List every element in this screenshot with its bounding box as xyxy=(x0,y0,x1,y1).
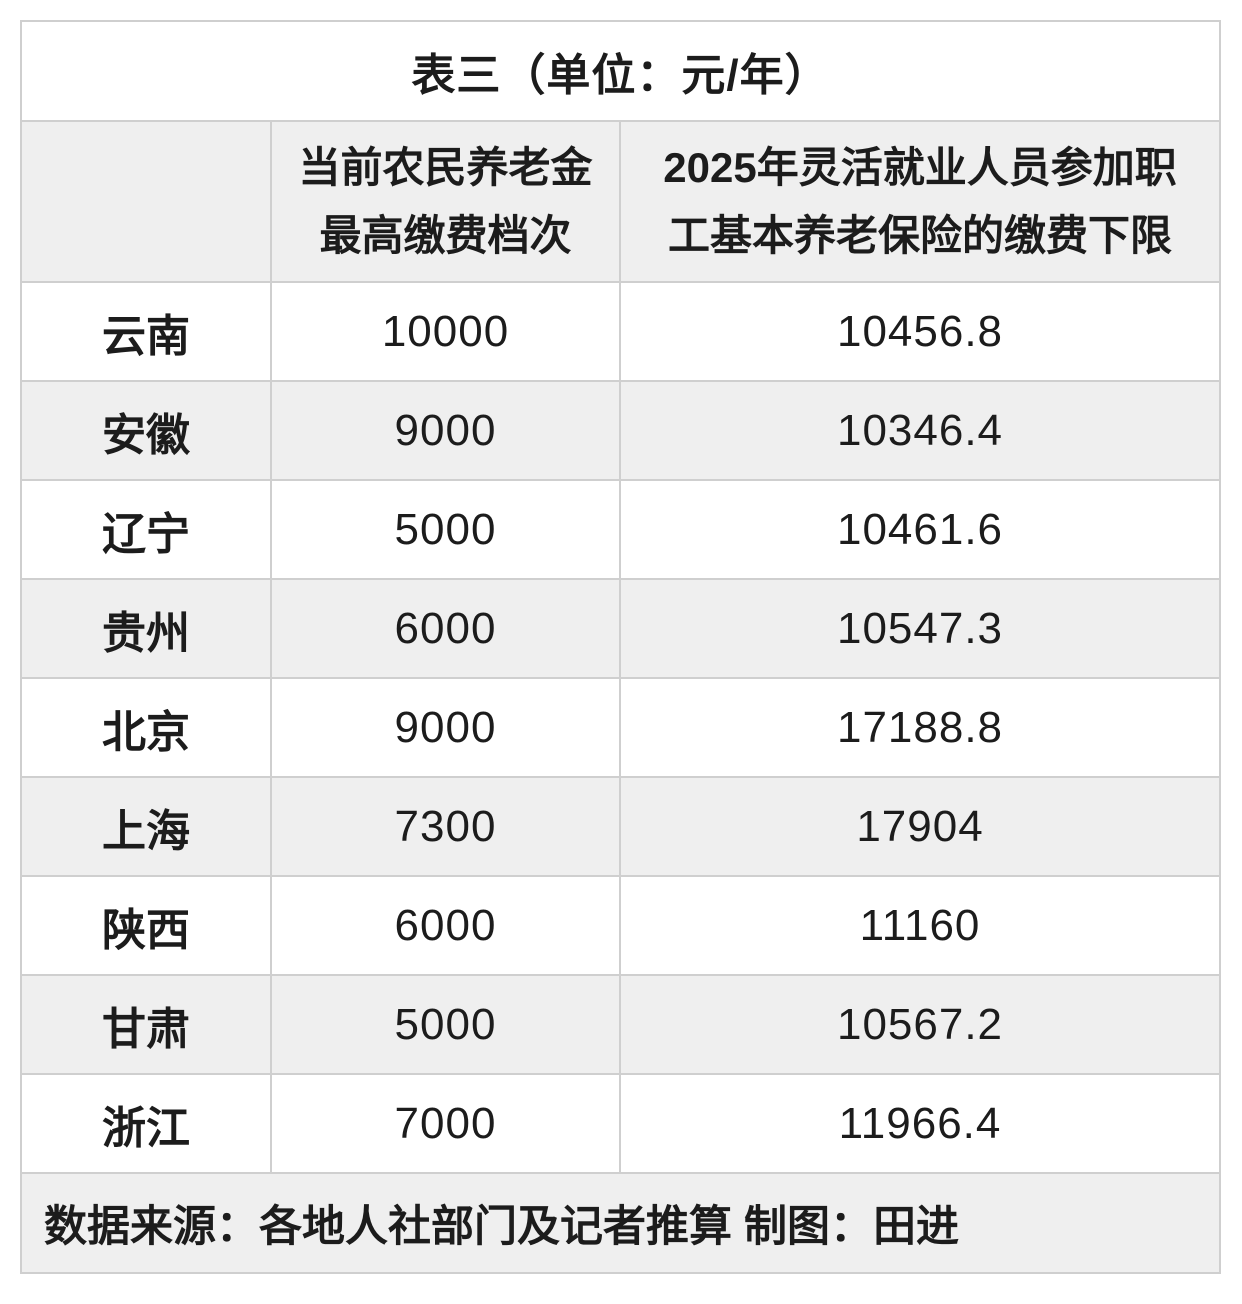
table-row: 甘肃 5000 10567.2 xyxy=(22,974,1219,1073)
header-tier-column: 当前农民养老金 最高缴费档次 xyxy=(272,122,621,281)
table-footer-row: 数据来源：各地人社部门及记者推算 制图：田进 xyxy=(22,1172,1219,1272)
table-title: 表三（单位：元/年） xyxy=(411,51,830,100)
source-note: 数据来源：各地人社部门及记者推算 制图：田进 xyxy=(44,1203,959,1251)
province-cell: 云南 xyxy=(22,283,272,380)
table-header-row: 当前农民养老金 最高缴费档次 2025年灵活就业人员参加职 工基本养老保险的缴费… xyxy=(22,120,1219,281)
pension-table: 表三（单位：元/年） 当前农民养老金 最高缴费档次 2025年灵活就业人员参加职… xyxy=(20,20,1221,1274)
table-title-row: 表三（单位：元/年） xyxy=(22,22,1219,120)
tier-cell: 10000 xyxy=(272,283,621,380)
tier-cell: 6000 xyxy=(272,877,621,974)
limit-cell: 11966.4 xyxy=(838,1098,1002,1148)
province-cell: 安徽 xyxy=(22,382,272,479)
province-cell: 甘肃 xyxy=(22,976,272,1073)
tier-cell: 7300 xyxy=(272,778,621,875)
limit-cell: 10547.3 xyxy=(836,603,1004,653)
tier-cell: 9000 xyxy=(272,679,621,776)
limit-cell: 10346.4 xyxy=(836,405,1004,455)
table-row: 辽宁 5000 10461.6 xyxy=(22,479,1219,578)
province-cell: 陕西 xyxy=(22,877,272,974)
province-cell: 贵州 xyxy=(22,580,272,677)
province-cell: 辽宁 xyxy=(22,481,272,578)
province-cell: 北京 xyxy=(22,679,272,776)
table-row: 贵州 6000 10547.3 xyxy=(22,578,1219,677)
tier-cell: 5000 xyxy=(272,976,621,1073)
limit-cell: 10461.6 xyxy=(836,504,1004,554)
table-row: 安徽 9000 10346.4 xyxy=(22,380,1219,479)
tier-cell: 6000 xyxy=(272,580,621,677)
limit-cell: 11160 xyxy=(859,900,981,950)
limit-cell: 17188.8 xyxy=(836,702,1004,752)
tier-cell: 5000 xyxy=(272,481,621,578)
table-row: 浙江 7000 11966.4 xyxy=(22,1073,1219,1172)
tier-cell: 9000 xyxy=(272,382,621,479)
province-cell: 浙江 xyxy=(22,1075,272,1172)
table-row: 云南 10000 10456.8 xyxy=(22,281,1219,380)
limit-cell: 10567.2 xyxy=(836,999,1004,1049)
table-row: 上海 7300 17904 xyxy=(22,776,1219,875)
header-limit-column: 2025年灵活就业人员参加职 工基本养老保险的缴费下限 xyxy=(663,144,1177,259)
province-cell: 上海 xyxy=(22,778,272,875)
limit-cell: 17904 xyxy=(856,801,984,851)
table-row: 陕西 6000 11160 xyxy=(22,875,1219,974)
header-blank-cell xyxy=(22,122,272,281)
limit-cell: 10456.8 xyxy=(836,306,1004,356)
tier-cell: 7000 xyxy=(272,1075,621,1172)
table-row: 北京 9000 17188.8 xyxy=(22,677,1219,776)
